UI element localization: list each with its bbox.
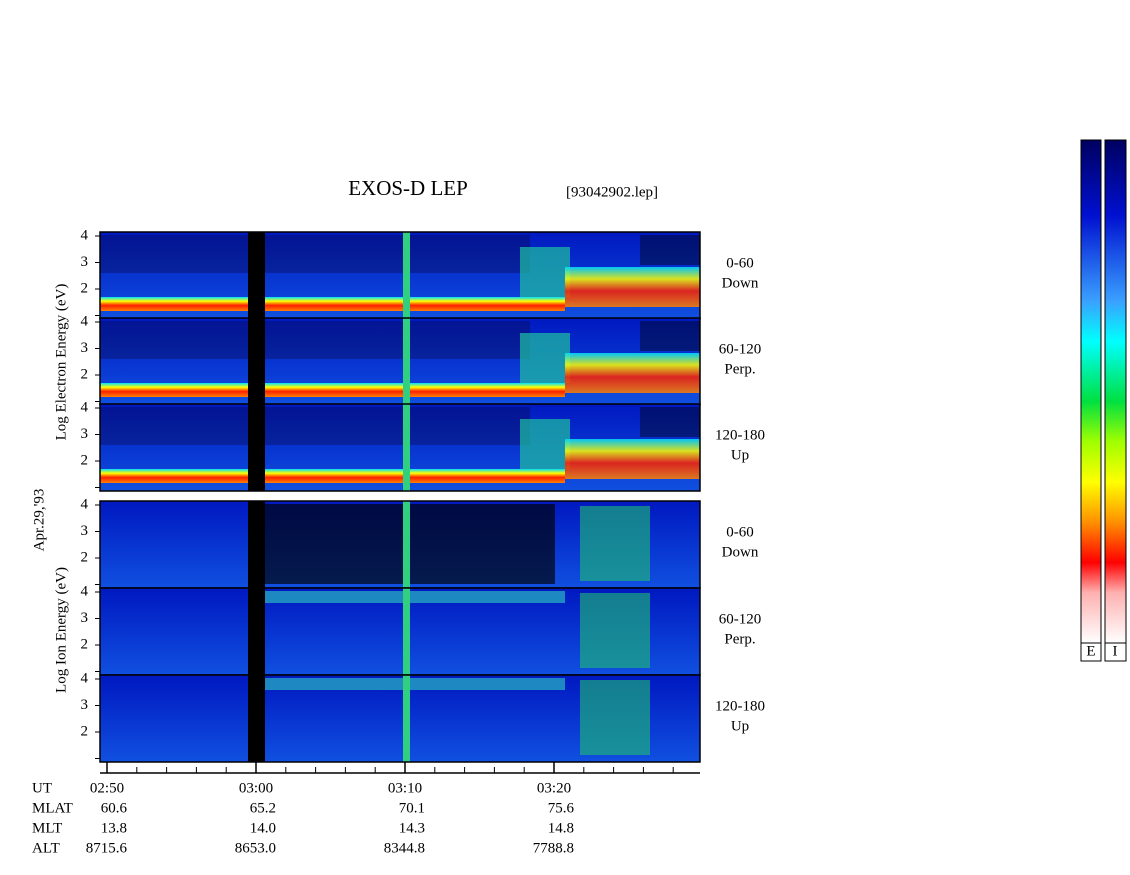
- y-tick-label: 3: [81, 254, 89, 270]
- panel-direction: Up: [731, 718, 749, 734]
- panel-direction: Down: [722, 275, 759, 291]
- y-tick-label: 2: [81, 280, 89, 296]
- row-value: 13.8: [101, 820, 127, 836]
- spectrogram-panel: [100, 321, 530, 359]
- panel-frame: [99, 674, 701, 763]
- spectrogram-panel: [640, 321, 700, 351]
- spectrogram-panel: [403, 588, 410, 675]
- data-gap: [248, 404, 265, 491]
- row-value: 14.0: [250, 820, 276, 836]
- spectrogram-panel: [100, 383, 565, 397]
- row-value: 8715.6: [86, 840, 128, 856]
- spectrogram-panel: [403, 232, 410, 319]
- row-value: 14.3: [399, 820, 425, 836]
- spectrogram-panel: [100, 407, 530, 445]
- row-value: 03:00: [239, 780, 273, 796]
- row-value: 65.2: [250, 800, 276, 816]
- spectrogram-panel: [403, 318, 410, 405]
- panel-range: 0-60: [726, 255, 754, 271]
- spectrogram-panel: [565, 439, 700, 479]
- spectrogram-panel: [403, 675, 410, 762]
- row-value: 03:10: [388, 780, 422, 796]
- row-value: 02:50: [90, 780, 124, 796]
- y-tick-label: 3: [81, 523, 89, 539]
- row-value: 8653.0: [235, 840, 276, 856]
- y-tick-label: 3: [81, 610, 89, 626]
- y-tick-label: 2: [81, 452, 89, 468]
- row-name: MLAT: [32, 800, 73, 816]
- y-tick-label: 3: [81, 697, 89, 713]
- spectrogram-panel: [520, 247, 570, 297]
- file-name: [93042902.lep]: [566, 184, 658, 200]
- spectrogram-panel: [580, 506, 650, 581]
- spectrogram-panel: [100, 297, 565, 311]
- spectrogram-panel: [520, 333, 570, 383]
- y-label: Log Ion Energy (eV): [53, 567, 69, 693]
- spectrogram-panel: [403, 404, 410, 491]
- spectrogram-panel: [265, 591, 565, 603]
- data-gap: [248, 675, 265, 762]
- spectrogram-panel: [520, 419, 570, 469]
- y-tick-label: 4: [81, 583, 89, 599]
- spectrogram-panel: [640, 235, 700, 265]
- panel-range: 60-120: [719, 611, 762, 627]
- y-tick-label: 4: [81, 313, 89, 329]
- panel-range: 120-180: [715, 427, 765, 443]
- y-tick-label: 4: [81, 227, 89, 243]
- date: Apr.29,'93: [31, 489, 47, 552]
- y-tick-label: 3: [81, 426, 89, 442]
- colorbar-label: E: [1086, 643, 1095, 659]
- colorbar-label: I: [1113, 643, 1118, 659]
- data-gap: [248, 588, 265, 675]
- panel-range: 60-120: [719, 341, 762, 357]
- row-value: 75.6: [548, 800, 575, 816]
- spectrogram-panel: [565, 267, 700, 307]
- y-label: Log Electron Energy (eV): [53, 284, 69, 441]
- row-value: 8344.8: [384, 840, 425, 856]
- panel-direction: Up: [731, 447, 749, 463]
- row-value: 14.8: [548, 820, 574, 836]
- panel-range: 0-60: [726, 524, 754, 540]
- spectrogram-panel: [565, 353, 700, 393]
- y-tick-label: 4: [81, 496, 89, 512]
- y-tick-label: 2: [81, 366, 89, 382]
- panel-frame: [99, 403, 701, 492]
- spectrogram-panel: [265, 678, 565, 690]
- y-tick-label: 4: [81, 399, 89, 415]
- data-gap: [248, 232, 265, 319]
- data-gap: [248, 318, 265, 405]
- row-name: MLT: [32, 820, 62, 836]
- y-tick-label: 2: [81, 636, 89, 652]
- colorbar: E I: [1080, 139, 1127, 662]
- row-name: ALT: [32, 840, 60, 856]
- y-tick-label: 2: [81, 723, 89, 739]
- row-name: UT: [32, 780, 52, 796]
- spectrogram-panel: [640, 407, 700, 437]
- y-tick-label: 4: [81, 670, 89, 686]
- spectrogram-panel: [100, 235, 530, 273]
- spectrogram-panel: [100, 469, 565, 483]
- row-value: 03:20: [537, 780, 571, 796]
- row-value: 70.1: [399, 800, 425, 816]
- spectrogram-panel: [580, 593, 650, 668]
- row-value: 7788.8: [533, 840, 574, 856]
- panel-direction: Perp.: [724, 361, 755, 377]
- row-value: 60.6: [101, 800, 128, 816]
- y-tick-label: 3: [81, 340, 89, 356]
- panel-direction: Perp.: [724, 631, 755, 647]
- spectrogram-panel: [403, 501, 410, 588]
- data-gap: [248, 501, 265, 588]
- title: EXOS-D LEP: [348, 176, 468, 200]
- spectrogram-panel: [580, 680, 650, 755]
- panel-range: 120-180: [715, 698, 765, 714]
- panel-direction: Down: [722, 544, 759, 560]
- y-tick-label: 2: [81, 549, 89, 565]
